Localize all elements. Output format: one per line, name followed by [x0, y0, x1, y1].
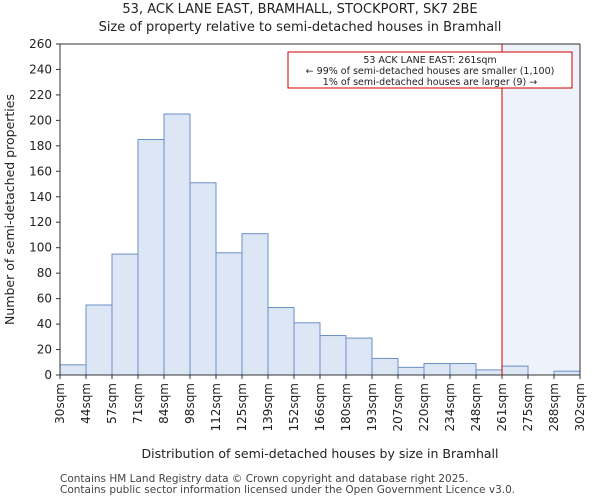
- histogram-bar: [397, 366, 425, 376]
- x-tick-label: 71sqm: [131, 383, 145, 424]
- histogram-bar: [241, 233, 269, 376]
- footer-copyright: Contains HM Land Registry data © Crown c…: [60, 473, 469, 485]
- x-tick-label: 98sqm: [183, 383, 197, 424]
- y-tick-label: 240: [29, 62, 52, 76]
- x-tick-label: 125sqm: [235, 383, 249, 431]
- x-tick-label: 234sqm: [443, 383, 457, 431]
- x-tick-label: 193sqm: [365, 383, 379, 431]
- x-tick-label: 166sqm: [313, 383, 327, 431]
- histogram-bar: [319, 335, 347, 376]
- y-tick-label: 80: [37, 266, 52, 280]
- x-tick-label: 220sqm: [417, 383, 431, 431]
- y-tick-label: 60: [37, 292, 52, 306]
- histogram-bar: [215, 252, 243, 376]
- annotation-line: ← 99% of semi-detached houses are smalle…: [306, 66, 555, 77]
- x-tick-label: 139sqm: [261, 383, 275, 431]
- y-tick-label: 40: [37, 317, 52, 331]
- y-tick-label: 180: [29, 139, 52, 153]
- histogram-bar: [449, 363, 477, 376]
- footer-licence: Contains public sector information licen…: [60, 484, 516, 496]
- histogram-bar: [475, 369, 503, 376]
- x-tick-label: 57sqm: [105, 383, 119, 424]
- histogram-bar: [59, 364, 87, 376]
- histogram-bar: [501, 365, 529, 376]
- histogram-bar: [423, 363, 451, 376]
- x-tick-label: 261sqm: [495, 383, 509, 431]
- y-tick-label: 260: [29, 37, 52, 51]
- larger-properties-shade: [502, 44, 580, 375]
- histogram-chart: 0 20 40 60 80 100 120 140 160 180 200 220 240 260 30sq…: [2, 37, 587, 461]
- x-tick-label: 207sqm: [391, 383, 405, 431]
- y-tick-label: 100: [29, 241, 52, 255]
- x-axis-label: Distribution of semi-detached houses by …: [141, 446, 498, 461]
- y-tick-label: 120: [29, 215, 52, 229]
- histogram-bar: [293, 322, 321, 376]
- y-axis-label: Number of semi-detached properties: [2, 94, 17, 325]
- x-tick-label: 288sqm: [547, 383, 561, 431]
- x-tick-label: 44sqm: [79, 383, 93, 424]
- x-tick-label: 84sqm: [157, 383, 171, 424]
- x-tick-label: 248sqm: [469, 383, 483, 431]
- x-tick-label: 275sqm: [521, 383, 535, 431]
- histogram-bar: [345, 337, 373, 376]
- y-tick-label: 20: [37, 343, 52, 357]
- annotation-box: [287, 51, 573, 89]
- histogram-bar: [137, 138, 165, 376]
- x-tick-label: 112sqm: [209, 383, 223, 431]
- histogram-bar: [111, 253, 139, 376]
- annotation-line: 53 ACK LANE EAST: 261sqm: [363, 55, 496, 66]
- y-tick-label: 160: [29, 164, 52, 178]
- y-tick-label: 0: [44, 368, 52, 382]
- y-tick-label: 200: [29, 113, 52, 127]
- x-tick-label: 30sqm: [53, 383, 67, 424]
- histogram-bar: [189, 182, 217, 376]
- y-tick-label: 220: [29, 88, 52, 102]
- chart-title: Size of property relative to semi-detach…: [98, 20, 502, 35]
- annotation-line: 1% of semi-detached houses are larger (9…: [323, 77, 537, 88]
- x-tick-label: 152sqm: [287, 383, 301, 431]
- histogram-bar: [371, 357, 399, 376]
- histogram-bar: [163, 113, 191, 376]
- histogram-bar: [553, 370, 581, 376]
- y-tick-label: 140: [29, 190, 52, 204]
- x-tick-label: 302sqm: [573, 383, 587, 431]
- histogram-bar: [267, 307, 295, 376]
- x-tick-label: 180sqm: [339, 383, 353, 431]
- chart-title-address: 53, ACK LANE EAST, BRAMHALL, STOCKPORT, …: [122, 2, 478, 17]
- histogram-bar: [85, 304, 113, 376]
